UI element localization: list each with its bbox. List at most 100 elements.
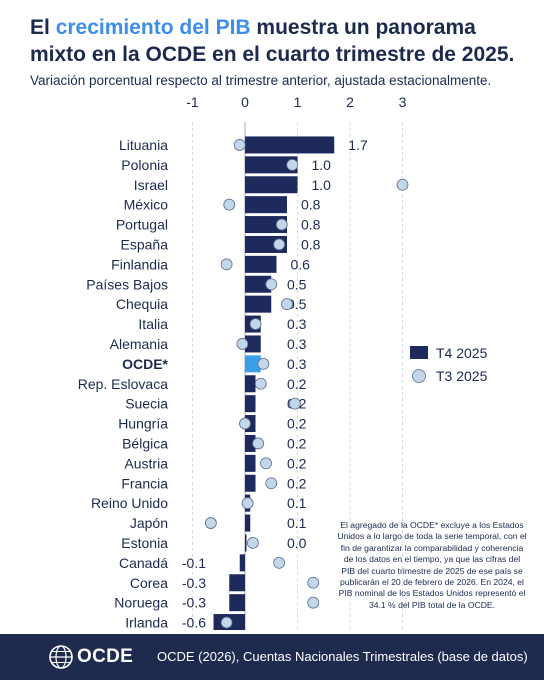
bar: [245, 474, 256, 492]
dot-marker: [281, 298, 293, 311]
category-label: OCDE*: [122, 356, 168, 372]
bar: [245, 136, 335, 154]
logo-text: OCDE: [77, 646, 134, 667]
value-label: 0.6: [291, 256, 311, 272]
category-label: Países Bajos: [86, 276, 168, 292]
bar: [245, 335, 261, 353]
dot-marker: [236, 338, 249, 350]
value-label: 1.0: [312, 157, 332, 173]
value-label: 0.1: [287, 495, 307, 511]
category-label: Rep. Eslovaca: [78, 376, 168, 392]
dot-marker: [286, 158, 299, 171]
dot-marker: [273, 238, 286, 251]
chart-subtitle: Variación porcentual respecto al trimest…: [30, 73, 492, 88]
category-label: Bélgica: [122, 435, 168, 451]
category-label: Hungría: [118, 416, 168, 432]
dot-marker: [260, 457, 272, 470]
dot-marker: [241, 497, 254, 510]
title-part-1: El: [30, 16, 56, 39]
dot-marker: [239, 417, 251, 430]
category-label: Japón: [130, 515, 168, 531]
footnote: El agregado de la OCDE* excluye a los Es…: [337, 520, 527, 610]
x-tick-label: 3: [399, 94, 407, 110]
chart-title: El crecimiento del PIB muestra un panora…: [30, 14, 530, 68]
category-label: Francia: [121, 475, 168, 491]
dot-marker: [288, 397, 301, 410]
dot-marker: [257, 357, 270, 370]
gdp-bar-chart: -1 0 1 2 3 Lituania 1.7 Polonia 1.0 Israel 1.0 Méxi…: [78, 94, 488, 630]
category-label: Chequia: [116, 296, 168, 312]
category-label: Lituania: [119, 137, 168, 153]
category-label: Alemania: [110, 336, 169, 352]
value-label: 0.3: [287, 316, 307, 332]
oecd-logo: OCDE: [48, 644, 133, 670]
dot-marker: [223, 198, 236, 211]
bar: [245, 176, 298, 194]
bar: [245, 454, 256, 472]
value-label: -0.3: [182, 595, 206, 611]
dot-marker: [220, 258, 233, 271]
value-label: -0.6: [182, 615, 206, 630]
source-text: OCDE (2026), Cuentas Nacionales Trimestr…: [157, 649, 528, 664]
bar: [239, 554, 245, 572]
dot-marker: [273, 556, 286, 569]
value-label: 0.3: [287, 356, 307, 372]
legend-label: T4 2025: [436, 345, 488, 361]
bar: [245, 534, 247, 552]
legend-swatch-bar: [410, 346, 428, 359]
legend-label: T3 2025: [436, 368, 488, 384]
category-label: Noruega: [114, 595, 168, 611]
x-tick-label: -1: [186, 94, 199, 110]
bar: [245, 434, 256, 452]
value-label: 0.5: [287, 296, 307, 312]
value-label: 0.2: [287, 435, 307, 451]
x-tick-label: 2: [346, 94, 354, 110]
dot-marker: [220, 616, 233, 629]
category-label: Finlandia: [111, 256, 168, 272]
value-label: 0.8: [301, 217, 321, 233]
category-label: Israel: [134, 177, 168, 193]
bar: [245, 196, 287, 214]
category-label: Estonia: [121, 535, 168, 551]
dot-marker: [246, 537, 259, 549]
value-label: 0.5: [287, 276, 307, 292]
bar: [245, 275, 272, 293]
dot-marker: [307, 596, 320, 609]
category-label: Italia: [138, 316, 168, 332]
category-label: Austria: [124, 455, 168, 471]
category-label: México: [124, 197, 169, 213]
bar: [245, 216, 287, 234]
globe-icon: [49, 645, 73, 669]
bar: [245, 395, 256, 413]
category-label: Reino Unido: [91, 495, 168, 511]
dot-marker: [265, 477, 278, 490]
category-label: Irlanda: [125, 615, 168, 630]
bar: [245, 255, 277, 273]
category-label: Canadá: [119, 555, 168, 571]
bar: [245, 514, 251, 532]
value-label: 1.0: [312, 177, 332, 193]
footer: OCDE OCDE (2026), Cuentas Nacionales Tri…: [0, 634, 544, 680]
value-label: 0.0: [287, 535, 307, 551]
value-label: 0.1: [287, 515, 307, 531]
value-label: 0.8: [301, 236, 321, 252]
x-tick-label: 1: [294, 94, 302, 110]
dot-marker: [254, 377, 267, 390]
value-label: 0.8: [301, 197, 321, 213]
title-highlight: crecimiento del PIB: [55, 16, 251, 39]
dot-marker: [396, 178, 409, 191]
dot-marker: [204, 517, 217, 529]
bar: [245, 156, 298, 174]
legend-swatch-dot: [412, 369, 426, 383]
dot-marker: [252, 437, 265, 450]
category-label: Polonia: [121, 157, 168, 173]
category-label: Portugal: [116, 217, 168, 233]
dot-marker: [233, 139, 246, 151]
value-label: 0.2: [287, 376, 307, 392]
bar: [245, 295, 272, 313]
category-label: Corea: [130, 575, 168, 591]
value-label: 0.2: [287, 455, 307, 471]
bar: [229, 574, 245, 592]
category-label: España: [121, 236, 169, 252]
title-part-2: muestra un panorama mixto en la OCDE en …: [30, 16, 515, 66]
